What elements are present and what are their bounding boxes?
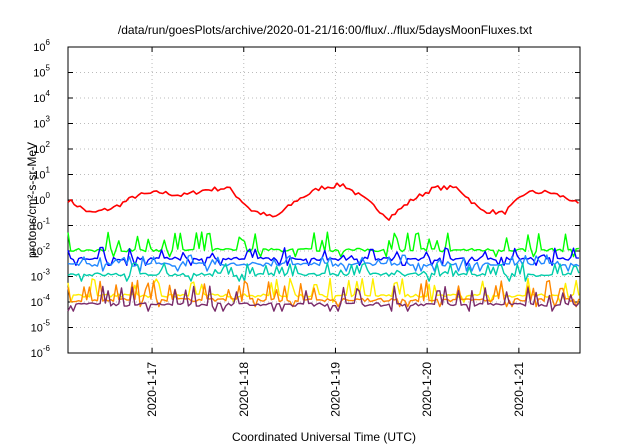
y-tick-label: 10-5: [31, 319, 51, 335]
x-tick-label: 2020-1-21: [512, 362, 526, 417]
series-line: [67, 279, 580, 308]
x-axis-label: Coordinated Universal Time (UTC): [232, 430, 416, 444]
x-tick-label: 2020-1-17: [145, 362, 159, 417]
x-tick-label: 2020-1-19: [328, 362, 342, 417]
y-tick-label: 102: [33, 140, 50, 156]
y-tick-label: 10-3: [31, 268, 51, 284]
y-tick-label: 10-4: [31, 293, 51, 309]
x-tick-labels: 2020-1-17 2020-1-18 2020-1-19 2020-1-20 2020…: [145, 362, 526, 417]
series-line: [67, 262, 580, 282]
y-tick-label: 104: [33, 89, 50, 105]
y-tick-label: 10-6: [31, 344, 51, 360]
series-line: [67, 285, 580, 312]
y-tick-label: 10-2: [31, 242, 51, 258]
series-line: [67, 182, 580, 221]
y-tick-label: 105: [33, 64, 50, 80]
x-tick-label: 2020-1-18: [237, 362, 251, 417]
y-tick-label: 101: [33, 166, 50, 182]
series-line: [67, 231, 579, 258]
y-tick-label: 103: [33, 115, 50, 131]
y-axis-label: protons/cm²-s-sr-MeV: [25, 142, 39, 258]
x-tick-label: 2020-1-20: [420, 362, 434, 417]
chart-title: /data/run/goesPlots/archive/2020-01-21/1…: [118, 23, 533, 37]
y-tick-labels: 10-6 10-5 10-4 10-3 10-2 10-1 100 101 102 103 104 1…: [31, 38, 51, 360]
y-tick-label: 100: [33, 191, 50, 207]
series-group: [67, 182, 580, 312]
series-line: [67, 254, 580, 272]
y-tick-label: 106: [33, 38, 50, 54]
y-tick-label: 10-1: [31, 217, 51, 233]
